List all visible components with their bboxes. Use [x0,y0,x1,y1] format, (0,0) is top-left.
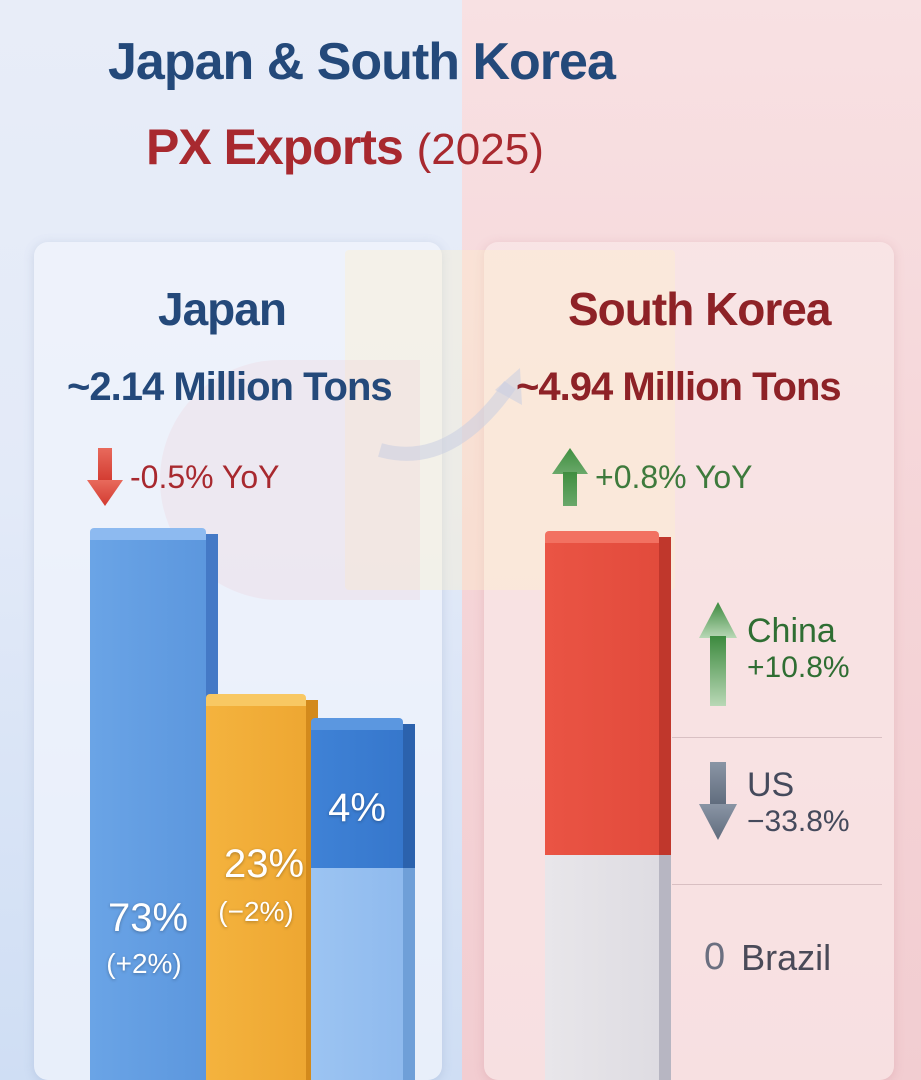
legend-brazil: 0 Brazil [704,936,831,979]
japan-bar-4: 4% [311,718,415,868]
curved-arrow-icon [378,368,522,461]
legend-china: China +10.8% [697,600,850,708]
arrow-up-icon [552,448,588,506]
legend-china-change: +10.8% [747,651,850,684]
bar-share-label: 23% [223,842,305,886]
legend-china-name: China [747,612,836,650]
korea-yoy-text: +0.8% YoY [595,458,753,495]
japan-yoy-text: -0.5% YoY [130,458,280,495]
korea-bar-china-share [545,531,671,855]
chart-title-line1: Japan & South Korea [108,33,616,91]
legend-us: US −33.8% [697,762,850,842]
chart-title-line2: PX Exports (2025) [146,118,544,176]
bar-change-label: (+2%) [106,948,182,979]
bar-share-label: 4% [328,786,386,830]
japan-volume: ~2.14 Million Tons [67,365,393,409]
legend-us-change: −33.8% [747,805,850,838]
japan-bar-73: 73% (+2%) [90,528,218,1080]
title-px-exports: PX Exports [146,119,404,175]
arrow-up-icon [699,602,737,706]
legend-divider [672,884,882,885]
legend-divider [672,737,882,738]
japan-yoy: -0.5% YoY [86,446,279,508]
bar-share-label: 73% [107,896,189,940]
title-year: (2025) [416,125,544,174]
korea-name: South Korea [568,283,831,335]
japan-bar-base [311,868,415,1080]
bar-change-label: (−2%) [218,896,294,927]
arrow-down-icon [87,448,123,506]
japan-bar-23: 23% (−2%) [206,694,318,1080]
korea-yoy: +0.8% YoY [551,446,752,508]
korea-volume: ~4.94 Million Tons [516,365,842,409]
legend-brazil-value: 0 [704,936,726,978]
japan-name: Japan [158,283,287,335]
arrow-down-icon [699,762,737,840]
legend-us-name: US [747,766,795,804]
legend-brazil-name: Brazil [741,936,832,978]
korea-bar-other-share [545,855,671,1080]
